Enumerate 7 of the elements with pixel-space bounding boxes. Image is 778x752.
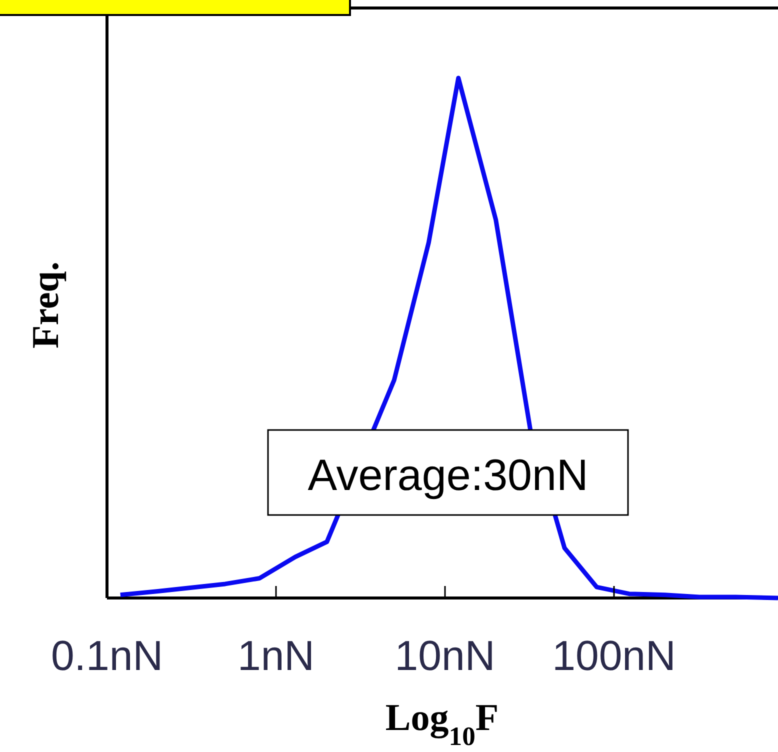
annotation: Average:30nN (308, 451, 588, 500)
x-tick-label: 10nN (394, 632, 496, 679)
x-axis-title: Log$_{10}$F (385, 697, 499, 751)
x-tick-label: 0.1nN (50, 632, 164, 679)
y-axis-title: Freq. (25, 262, 67, 348)
x-tick-label: 1nN (237, 632, 315, 679)
x-tick-label: 100nN (552, 632, 676, 679)
